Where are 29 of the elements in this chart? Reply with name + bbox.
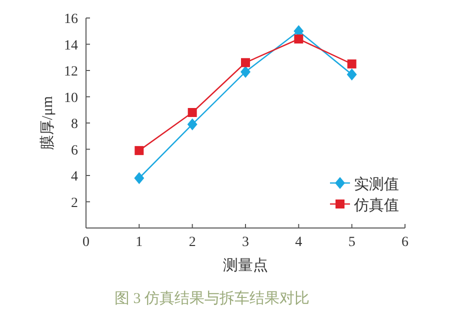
y-tick-label: 10 bbox=[64, 90, 78, 106]
point bbox=[240, 66, 250, 78]
x-tick-label: 4 bbox=[295, 235, 302, 250]
y-tick-label: 2 bbox=[71, 196, 78, 211]
y-tick-label: 16 bbox=[64, 12, 78, 27]
y-tick-label: 6 bbox=[71, 143, 78, 158]
y-axis-title: 膜厚/μm bbox=[39, 96, 56, 150]
x-tick-label: 3 bbox=[242, 235, 249, 250]
point bbox=[134, 146, 144, 156]
x-tick-label: 1 bbox=[136, 235, 143, 250]
caption: 图 3 仿真结果与拆车结果对比 bbox=[114, 290, 310, 307]
x-tick-label: 5 bbox=[348, 235, 356, 250]
x-axis-title: 测量点 bbox=[223, 257, 268, 274]
x-tick-label: 0 bbox=[82, 235, 90, 250]
y-tick-label: 8 bbox=[71, 117, 78, 132]
point bbox=[347, 59, 356, 68]
x-tick-label: 2 bbox=[188, 235, 196, 250]
y-tick-label: 12 bbox=[64, 64, 78, 80]
x-tick-label: 6 bbox=[402, 235, 408, 250]
point bbox=[346, 68, 357, 80]
point bbox=[187, 118, 198, 130]
point bbox=[134, 172, 144, 184]
point bbox=[294, 34, 304, 44]
legend-label: 实测值 bbox=[354, 176, 399, 193]
point bbox=[241, 58, 250, 68]
point bbox=[188, 108, 197, 117]
y-tick-label: 14 bbox=[64, 38, 78, 54]
y-tick-label: 4 bbox=[71, 170, 78, 184]
legend-label: 仿真值 bbox=[353, 197, 399, 214]
